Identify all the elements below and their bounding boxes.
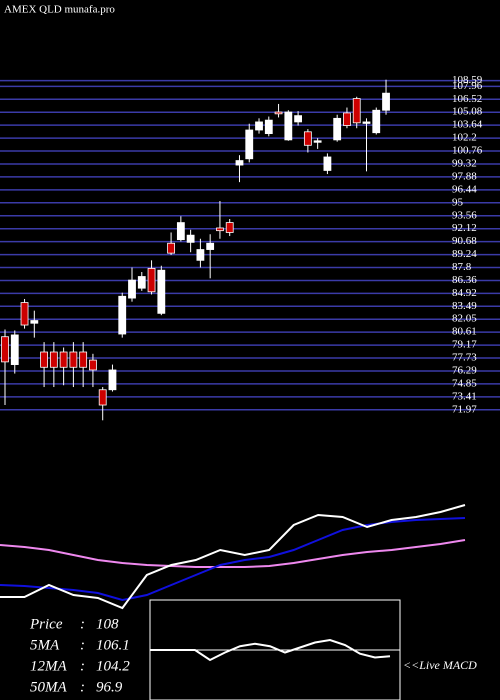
candle-body (89, 359, 97, 371)
candle-body (372, 109, 381, 134)
candle-body (186, 234, 195, 243)
candle-body (59, 351, 68, 368)
candle-body (157, 269, 166, 314)
stat-value: 106.1 (96, 637, 130, 653)
candle-body (274, 111, 283, 115)
y-tick-label: 97.88 (452, 170, 477, 182)
y-tick-label: 102.2 (452, 132, 477, 144)
stat-colon: : (80, 658, 85, 674)
stat-label: 12MA (30, 658, 67, 674)
candle-body (216, 227, 224, 232)
stat-colon: : (80, 616, 85, 632)
y-tick-label: 82.05 (452, 313, 477, 325)
y-tick-label: 76.29 (452, 364, 477, 376)
candle-body (225, 222, 234, 233)
y-tick-label: 84.92 (452, 287, 477, 299)
candle-body (137, 276, 146, 289)
macd-label: <<Live MACD (403, 658, 477, 672)
candle-body (196, 249, 205, 261)
candle-body (69, 351, 78, 368)
candle-body (303, 131, 312, 146)
y-tick-label: 105.08 (452, 106, 483, 118)
y-tick-label: 83.49 (452, 300, 477, 312)
candle-body (294, 115, 303, 123)
y-tick-label: 108.59 (452, 74, 483, 86)
stat-value: 104.2 (96, 658, 130, 674)
stat-value: 108 (96, 616, 119, 632)
y-tick-label: 79.17 (452, 339, 477, 351)
ma-line (0, 539, 466, 568)
candle-body (98, 389, 107, 406)
candle-body (118, 295, 127, 335)
candle-body (313, 140, 322, 143)
y-tick-label: 93.56 (452, 209, 477, 221)
candle-body (382, 92, 390, 111)
y-tick-label: 80.61 (452, 326, 477, 338)
candle-body (167, 242, 175, 254)
y-tick-label: 89.24 (452, 248, 477, 260)
stat-label: Price (29, 616, 63, 632)
y-tick-label: 87.8 (452, 261, 472, 273)
stat-value: 96.9 (96, 679, 123, 695)
candle-body (245, 129, 254, 160)
y-tick-label: 86.36 (452, 274, 477, 286)
y-tick-label: 103.64 (452, 119, 483, 131)
candle-body (108, 369, 117, 391)
y-tick-label: 92.12 (452, 222, 477, 234)
candle-body (343, 112, 351, 126)
stat-colon: : (80, 637, 85, 653)
candle-body (79, 351, 88, 368)
candle-body (284, 111, 293, 141)
candle-body (40, 351, 48, 368)
ma-line (150, 638, 391, 662)
stat-label: 5MA (30, 637, 60, 653)
stat-colon: : (80, 679, 85, 695)
ma-line (0, 517, 466, 602)
y-tick-label: 74.85 (452, 377, 477, 389)
candle-body (333, 117, 342, 141)
y-tick-label: 71.97 (452, 403, 477, 415)
chart-title: AMEX QLD munafa.pro (4, 4, 115, 16)
candle-body (235, 160, 244, 166)
y-tick-label: 77.73 (452, 352, 477, 364)
candle-body (176, 222, 185, 241)
ma-line (0, 504, 466, 610)
y-tick-label: 73.41 (452, 390, 477, 402)
candle-body (323, 156, 332, 171)
candle-body (128, 279, 136, 299)
candle-body (30, 320, 39, 324)
y-tick-label: 95 (452, 196, 464, 208)
candle-body (362, 121, 371, 124)
candle-body (10, 334, 19, 365)
candle-body (255, 121, 263, 131)
candle-body (206, 242, 215, 250)
y-tick-label: 90.68 (452, 235, 477, 247)
candle-body (20, 302, 29, 326)
y-tick-label: 99.32 (452, 158, 477, 170)
candle-body (1, 336, 9, 363)
candle-body (147, 268, 156, 293)
y-tick-label: 107.96 (452, 80, 483, 92)
candle-body (352, 98, 361, 124)
candle-body (264, 119, 273, 135)
stat-label: 50MA (30, 679, 67, 695)
y-tick-label: 106.52 (452, 93, 482, 105)
y-tick-label: 96.44 (452, 183, 477, 195)
candle-body (49, 351, 58, 368)
y-tick-label: 100.76 (452, 145, 483, 157)
